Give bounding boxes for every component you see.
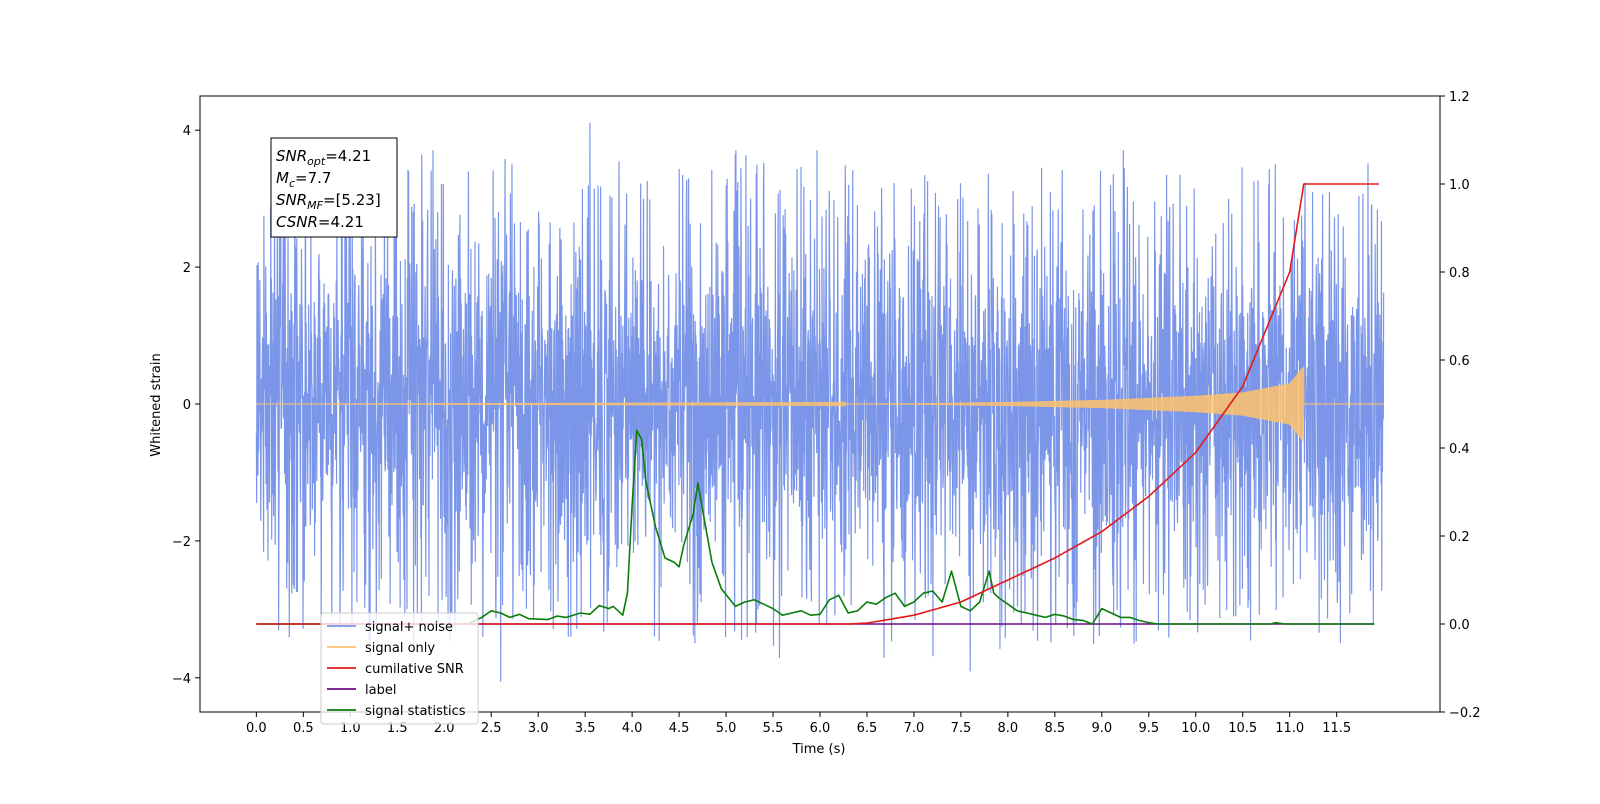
y-tick-label: −2	[172, 535, 191, 550]
x-tick-label: 1.0	[340, 721, 361, 736]
legend-entry-label: label	[365, 683, 396, 698]
x-tick-label: 2.5	[481, 721, 502, 736]
legend: signal+ noise signal only cumilative SNR la…	[320, 612, 479, 725]
annotation-line: SNRopt=4.21	[276, 147, 371, 168]
y-tick-label: 2	[183, 261, 191, 276]
legend-entry-label: signal only	[365, 641, 435, 656]
annotation-value: =7.7	[295, 169, 331, 187]
x-tick-label: 3.0	[528, 721, 549, 736]
annotation-symbol: M	[276, 169, 289, 187]
x-tick-label: 6.0	[810, 721, 831, 736]
annotation-value: =4.21	[318, 213, 364, 231]
annotation-subscript: opt	[307, 155, 326, 168]
x-tick-label: 9.5	[1138, 721, 1159, 736]
x-tick-label: 6.5	[857, 721, 878, 736]
annotation-line: CSNR=4.21	[276, 213, 364, 231]
y-tick-label: 4	[183, 124, 191, 139]
y2-tick-label: −0.2	[1449, 706, 1481, 721]
x-tick-label: 8.5	[1045, 721, 1066, 736]
axes-layer: 0.0 0.5 1.0 1.5 2.0 2.5 3.0 3.5 4.0 4.5 5.0 5.5 6.0 6…	[172, 90, 1481, 736]
y-tick-label: −4	[172, 672, 191, 687]
y2-tick-label: 1.0	[1449, 178, 1470, 193]
annotation-value: =4.21	[325, 147, 371, 165]
legend-entry-label: signal+ noise	[365, 620, 453, 635]
x-tick-label: 1.5	[387, 721, 408, 736]
x-tick-label: 8.0	[998, 721, 1019, 736]
annotation-symbol: SNR	[276, 147, 307, 165]
y-axis-label: Whitened strain	[149, 353, 164, 456]
legend-entry-label: cumilative SNR	[365, 662, 464, 677]
y2-tick-label: 0.8	[1449, 266, 1470, 281]
annotation-line: SNRMF=[5.23]	[276, 191, 381, 212]
annotation-subscript: MF	[307, 199, 323, 212]
x-tick-label: 0.5	[293, 721, 314, 736]
x-tick-label: 7.0	[904, 721, 925, 736]
x-tick-label: 2.0	[434, 721, 455, 736]
series-signal-statistics-line	[256, 429, 1375, 625]
x-tick-label: 5.5	[763, 721, 784, 736]
y2-tick-label: 0.4	[1449, 442, 1470, 457]
annotation-symbol: CSNR	[276, 213, 318, 231]
y2-tick-label: 1.2	[1449, 90, 1470, 105]
annotation-frame	[270, 137, 398, 238]
x-tick-label: 7.5	[951, 721, 972, 736]
annotation-subscript: c	[289, 177, 295, 190]
series-cumulative-snr-line	[256, 183, 1379, 625]
annotation-value: =[5.23]	[323, 191, 381, 209]
x-tick-label: 11.0	[1275, 721, 1304, 736]
y-tick-label: 0	[183, 398, 191, 413]
x-tick-label: 3.5	[575, 721, 596, 736]
y2-tick-label: 0.2	[1449, 530, 1470, 545]
annotation-symbol: SNR	[276, 191, 307, 209]
annotation-line: Mc=7.7	[276, 169, 331, 190]
y2-tick-label: 0.6	[1449, 354, 1470, 369]
x-tick-label: 11.5	[1322, 721, 1351, 736]
legend-entry-label: signal statistics	[365, 704, 466, 719]
x-tick-label: 9.0	[1091, 721, 1112, 736]
x-tick-label: 10.0	[1181, 721, 1210, 736]
series-signal-noise-line	[255, 122, 1385, 682]
series-signal-only-line	[256, 366, 1384, 442]
x-tick-label: 4.5	[669, 721, 690, 736]
x-tick-label: 10.5	[1228, 721, 1257, 736]
x-tick-label: 5.0	[716, 721, 737, 736]
x-tick-label: 0.0	[246, 721, 267, 736]
x-tick-label: 4.0	[622, 721, 643, 736]
y2-tick-label: 0.0	[1449, 618, 1470, 633]
legend-frame	[320, 612, 479, 725]
x-axis-label: Time (s)	[792, 742, 846, 757]
